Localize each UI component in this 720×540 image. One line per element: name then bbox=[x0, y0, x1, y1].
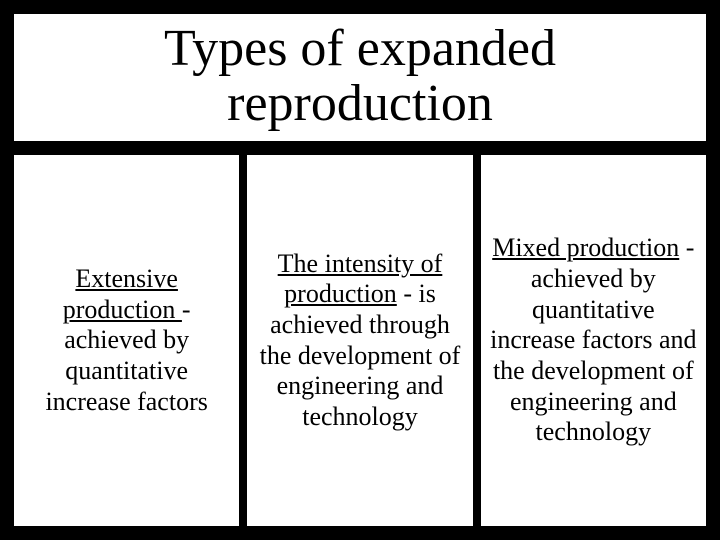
column-lead: Mixed production bbox=[492, 233, 679, 262]
title-box: Types of expanded reproduction bbox=[14, 14, 706, 141]
column-text: The intensity of production - is achieve… bbox=[253, 249, 466, 433]
column-intensity: The intensity of production - is achieve… bbox=[247, 155, 472, 526]
column-text: Mixed production - achieved by quantitat… bbox=[487, 233, 700, 448]
columns-row: Extensive production - achieved by quant… bbox=[14, 155, 706, 526]
column-lead: Extensive production bbox=[63, 264, 182, 324]
slide: Types of expanded reproduction Extensive… bbox=[0, 0, 720, 540]
column-mixed: Mixed production - achieved by quantitat… bbox=[481, 155, 706, 526]
slide-title: Types of expanded reproduction bbox=[34, 22, 686, 131]
column-extensive: Extensive production - achieved by quant… bbox=[14, 155, 239, 526]
column-text: Extensive production - achieved by quant… bbox=[20, 264, 233, 417]
column-rest: - achieved by quantitative increase fact… bbox=[490, 233, 696, 446]
